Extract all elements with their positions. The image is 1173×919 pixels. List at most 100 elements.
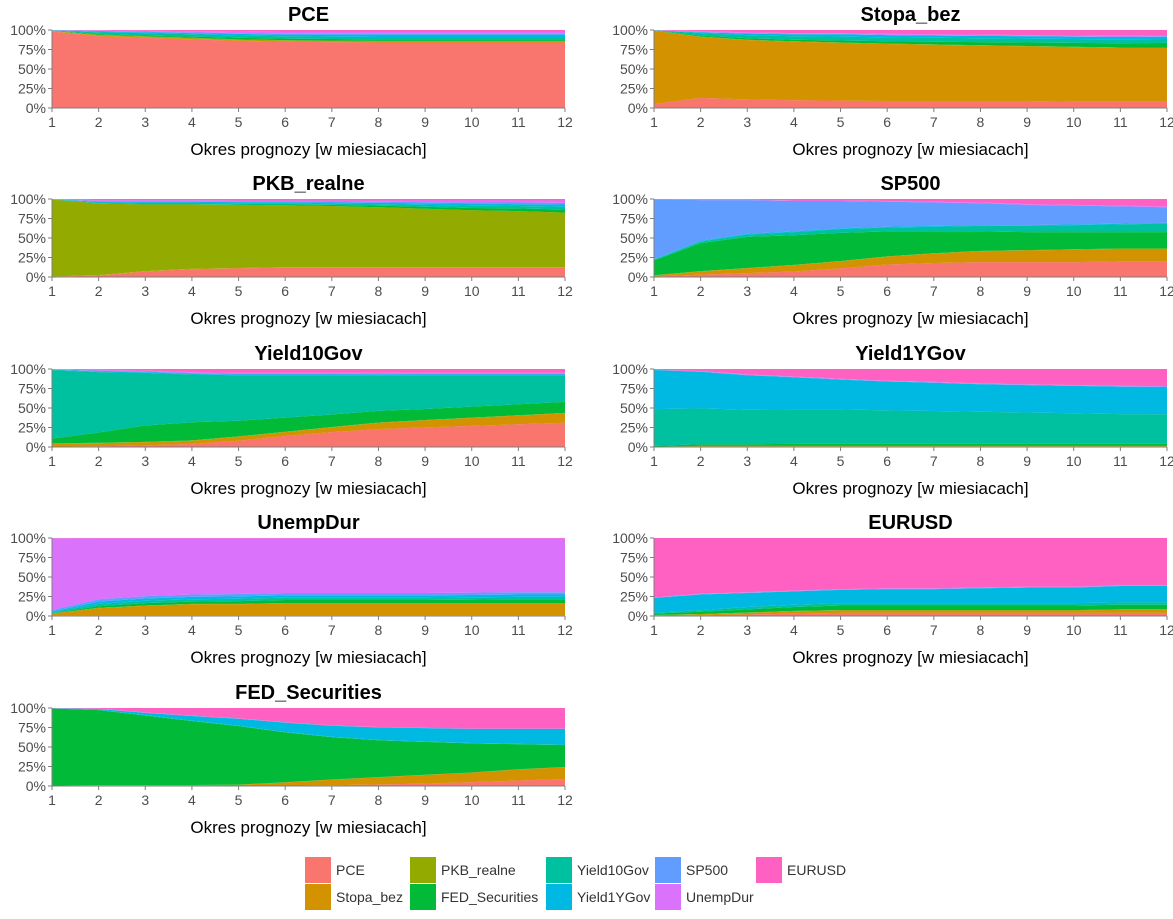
x-tick-label: 7: [328, 453, 336, 469]
panel-pkb-realne: 0%25%50%75%100%1 2 3 4 5 6 7 8 9 10 11 12PKB_realne…: [10, 173, 573, 328]
panel-fed-securities: 0%25%50%75%100%1 2 3 4 5 6 7 8 9 10 11 12FED_Securi…: [10, 682, 573, 837]
area-sp500: [52, 369, 565, 375]
x-tick-label: 5: [235, 792, 243, 808]
area-eurusd: [654, 369, 1167, 387]
x-tick-label: 4: [188, 114, 196, 130]
x-tick-label: 2: [697, 622, 705, 638]
legend-swatch: [305, 857, 331, 883]
x-tick-label: 10: [464, 453, 480, 469]
y-tick-label: 0%: [26, 100, 46, 116]
area-pce: [52, 267, 565, 277]
area-yield1ygov: [52, 369, 565, 376]
area-yield1ygov: [654, 370, 1167, 415]
legend-label: UnempDur: [686, 889, 754, 905]
area-sp500: [52, 199, 565, 205]
area-sp500: [654, 30, 1167, 38]
x-tick-label: 8: [375, 792, 383, 808]
panel-title: Stopa_bez: [860, 4, 960, 26]
area-yield1ygov: [52, 594, 565, 613]
area-stopa-bez: [52, 267, 565, 277]
x-tick-label: 11: [511, 792, 526, 808]
x-axis-label: Okres prognozy [w miesiacach]: [190, 140, 426, 159]
y-tick-label: 75%: [18, 550, 46, 566]
area-unempdur: [654, 369, 1167, 387]
x-tick-label: 6: [883, 283, 891, 299]
x-tick-label: 7: [930, 453, 938, 469]
area-pce: [654, 97, 1167, 108]
y-tick-label: 25%: [620, 420, 648, 436]
area-pce: [52, 778, 565, 786]
x-tick-label: 8: [977, 453, 985, 469]
x-tick-label: 5: [837, 283, 845, 299]
y-tick-label: 25%: [18, 81, 46, 97]
legend-label: SP500: [686, 862, 729, 878]
x-tick-label: 9: [421, 453, 429, 469]
area-yield10gov: [52, 30, 565, 40]
x-tick-label: 2: [95, 792, 103, 808]
legend-label: Yield10Gov: [577, 862, 649, 878]
x-tick-label: 1: [48, 622, 56, 638]
area-fed-securities: [654, 30, 1167, 48]
x-tick-label: 5: [837, 453, 845, 469]
area-unempdur: [654, 30, 1167, 37]
y-tick-label: 75%: [18, 720, 46, 736]
x-axis-label: Okres prognozy [w miesiacach]: [190, 818, 426, 837]
x-tick-label: 4: [188, 792, 196, 808]
y-tick-label: 75%: [18, 42, 46, 58]
x-axis-label: Okres prognozy [w miesiacach]: [190, 309, 426, 328]
area-fed-securities: [52, 30, 565, 41]
area-unempdur: [52, 538, 565, 610]
y-tick-label: 100%: [612, 22, 648, 38]
x-axis-label: Okres prognozy [w miesiacach]: [792, 479, 1028, 498]
y-tick-label: 75%: [18, 381, 46, 397]
x-tick-label: 9: [421, 792, 429, 808]
y-tick-label: 50%: [620, 400, 648, 416]
x-tick-label: 2: [697, 114, 705, 130]
panel-title: Yield1YGov: [855, 343, 966, 365]
x-tick-label: 4: [790, 114, 798, 130]
x-tick-label: 11: [511, 453, 526, 469]
x-tick-label: 11: [511, 283, 526, 299]
x-tick-label: 10: [464, 792, 480, 808]
x-tick-label: 4: [188, 453, 196, 469]
x-tick-label: 3: [141, 622, 149, 638]
y-tick-label: 0%: [26, 778, 46, 794]
y-tick-label: 50%: [620, 230, 648, 246]
x-tick-label: 9: [1023, 283, 1031, 299]
area-fed-securities: [52, 599, 565, 614]
y-tick-label: 50%: [18, 61, 46, 77]
x-tick-label: 8: [375, 283, 383, 299]
legend-swatch: [305, 884, 331, 910]
x-tick-label: 11: [511, 622, 526, 638]
area-yield1ygov: [654, 585, 1167, 613]
area-yield10gov: [654, 602, 1167, 614]
x-tick-label: 2: [95, 622, 103, 638]
x-tick-label: 3: [743, 453, 751, 469]
area-yield1ygov: [52, 199, 565, 207]
area-unempdur: [654, 199, 1167, 208]
x-tick-label: 11: [1113, 622, 1128, 638]
legend-swatch: [756, 857, 782, 883]
x-tick-label: 9: [1023, 622, 1031, 638]
area-pce: [654, 612, 1167, 616]
area-stopa-bez: [654, 609, 1167, 616]
area-unempdur: [52, 199, 565, 203]
panel-title: PKB_realne: [252, 173, 364, 195]
legend-swatch: [655, 884, 681, 910]
x-tick-label: 4: [188, 283, 196, 299]
y-tick-label: 25%: [620, 250, 648, 266]
x-tick-label: 8: [977, 114, 985, 130]
x-tick-label: 9: [1023, 453, 1031, 469]
x-tick-label: 3: [141, 792, 149, 808]
x-tick-label: 12: [1159, 453, 1173, 469]
area-yield1ygov: [52, 708, 565, 745]
x-tick-label: 12: [557, 114, 573, 130]
y-tick-label: 25%: [620, 589, 648, 605]
x-tick-label: 7: [930, 114, 938, 130]
panel-eurusd: 0%25%50%75%100%1 2 3 4 5 6 7 8 9 10 11 12EURUSDOkre…: [612, 512, 1173, 667]
area-pce: [654, 261, 1167, 277]
x-tick-label: 2: [95, 114, 103, 130]
panel-title: EURUSD: [868, 512, 952, 534]
area-yield10gov: [52, 596, 565, 614]
